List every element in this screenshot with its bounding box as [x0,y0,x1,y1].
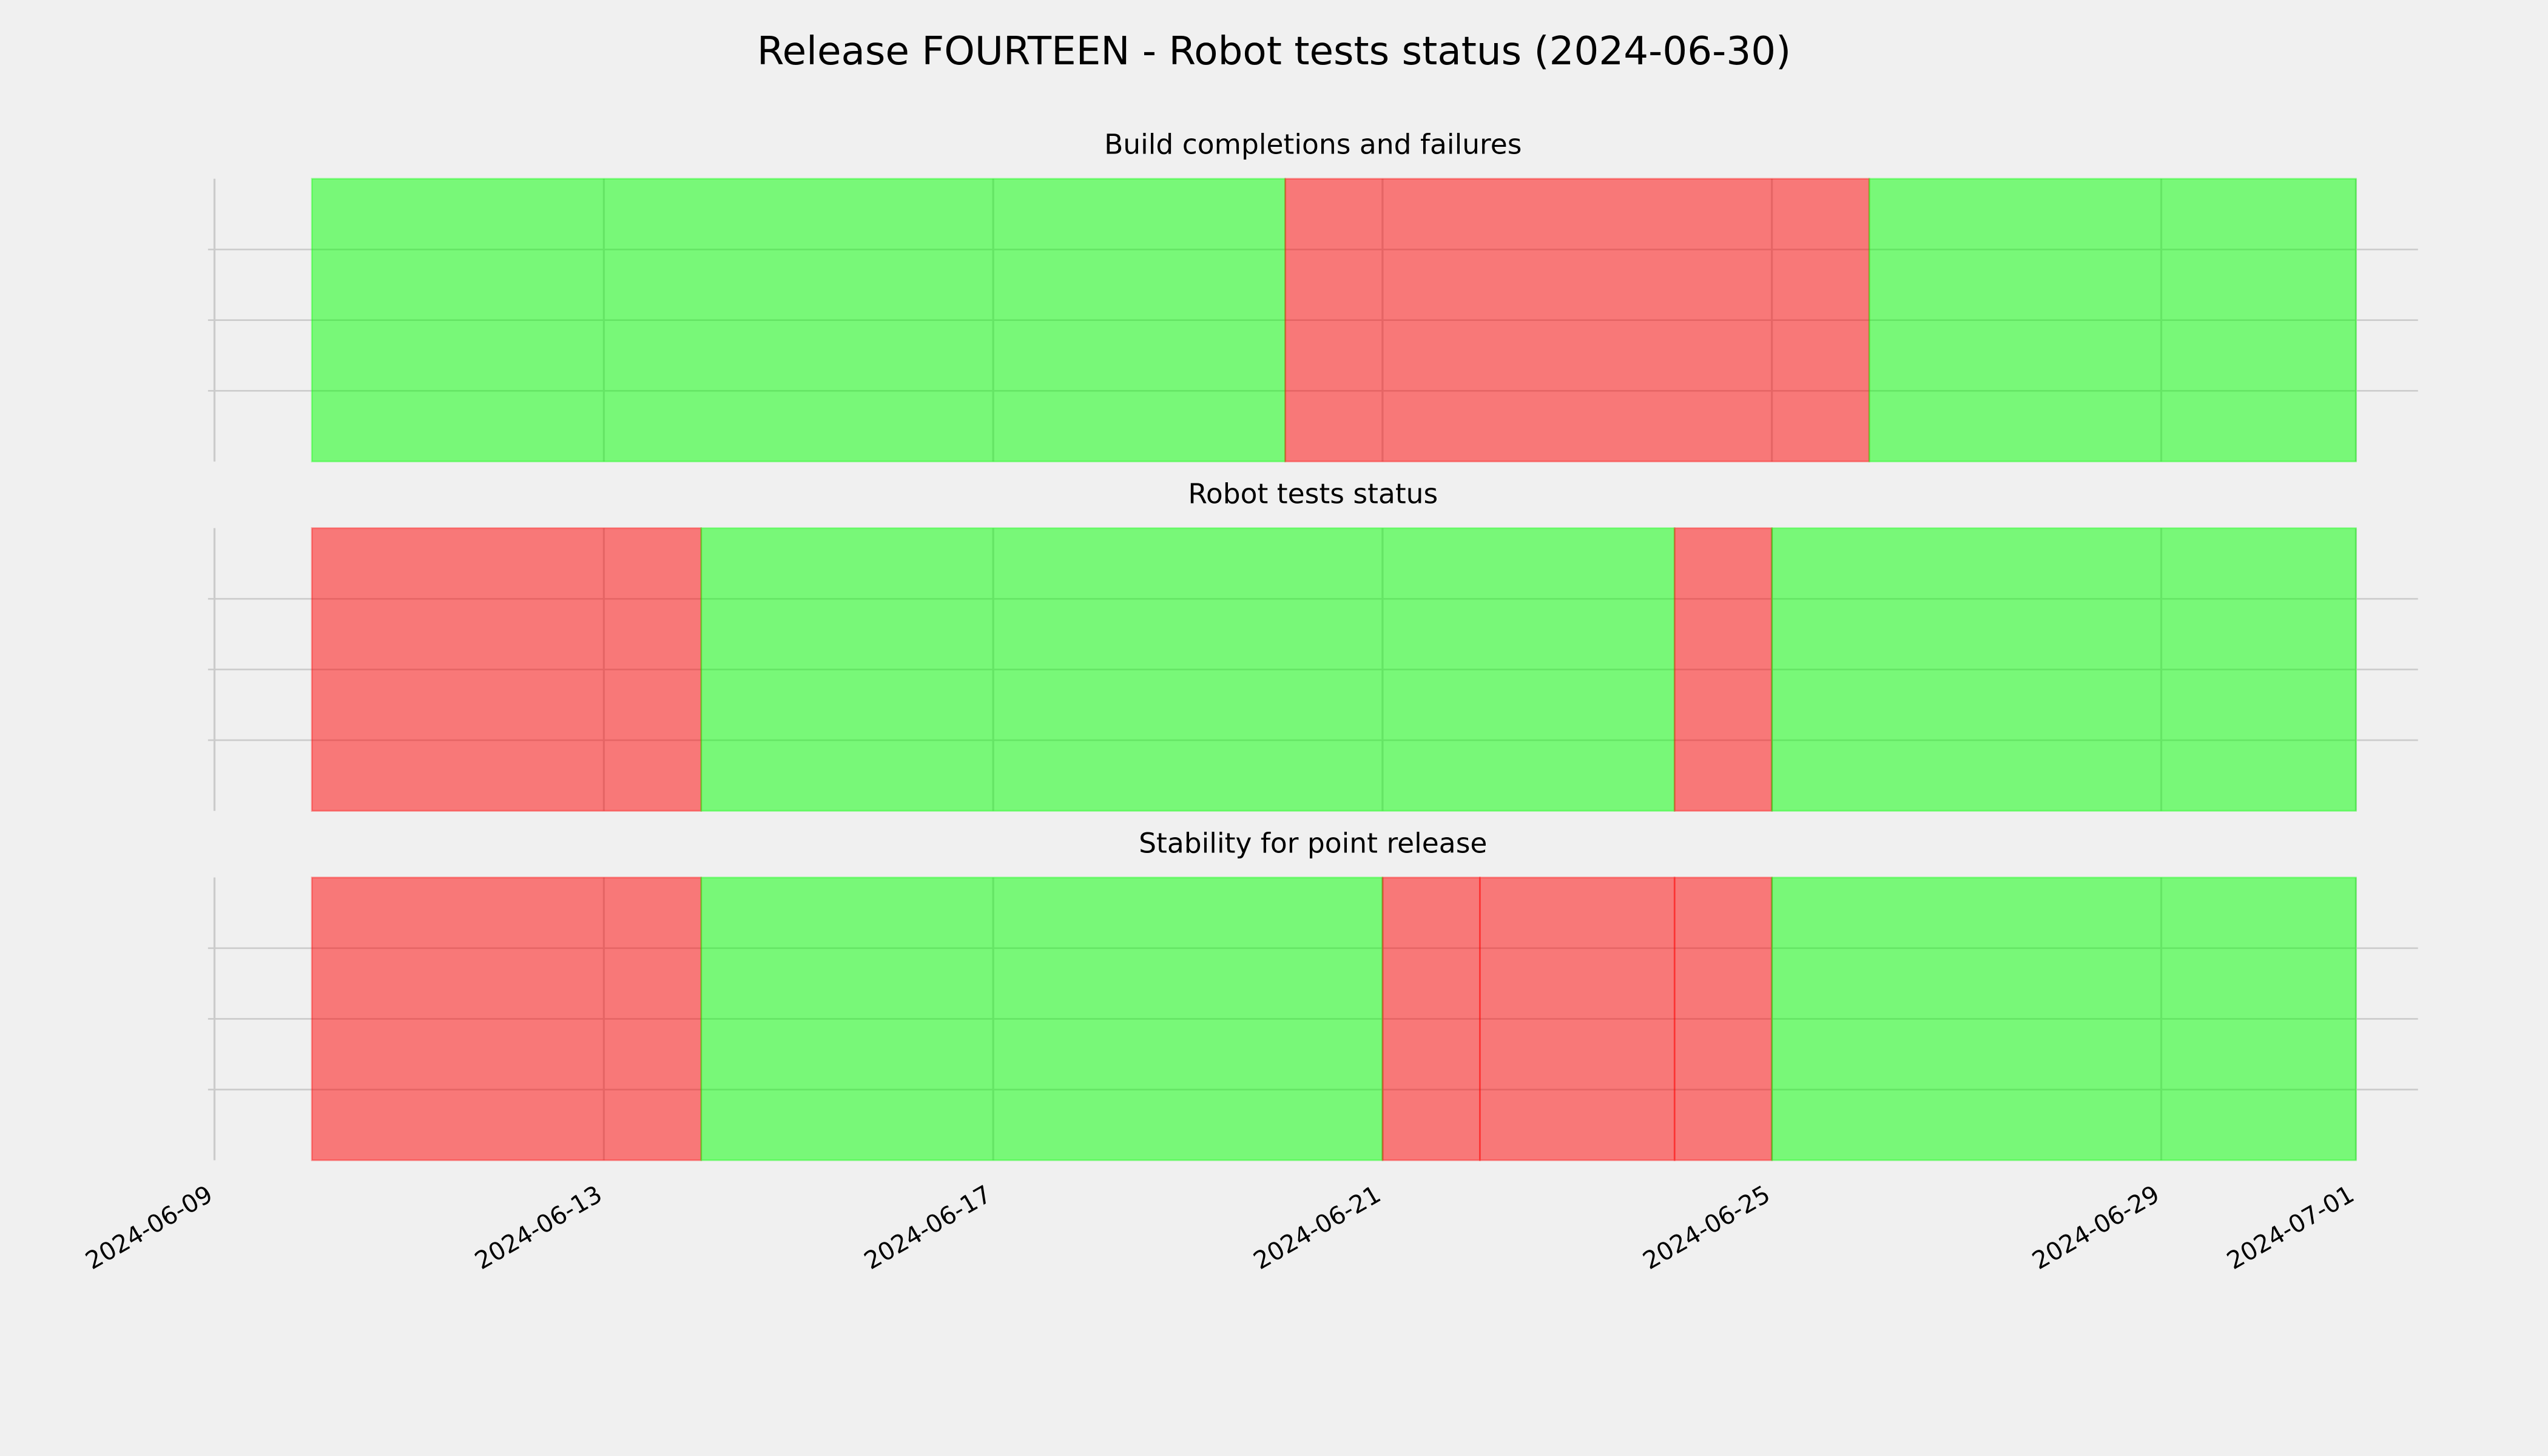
chart-title: Release FOURTEEN - Robot tests status (2… [757,29,1791,74]
status-span [1771,877,2357,1161]
status-span [700,527,1676,812]
status-span [311,877,703,1161]
status-span [700,877,1384,1161]
panel-title: Stability for point release [1139,827,1487,859]
status-span [1868,178,2357,463]
panel-title: Robot tests status [1188,477,1438,510]
status-span [1381,877,1481,1161]
status-span [1673,527,1773,812]
status-span [1771,527,2357,812]
status-span [311,178,1286,463]
status-span [1479,877,1676,1161]
panel-title: Build completions and failures [1104,129,1522,161]
status-span [1284,178,1870,463]
status-span [311,527,703,812]
status-span [1673,877,1773,1161]
